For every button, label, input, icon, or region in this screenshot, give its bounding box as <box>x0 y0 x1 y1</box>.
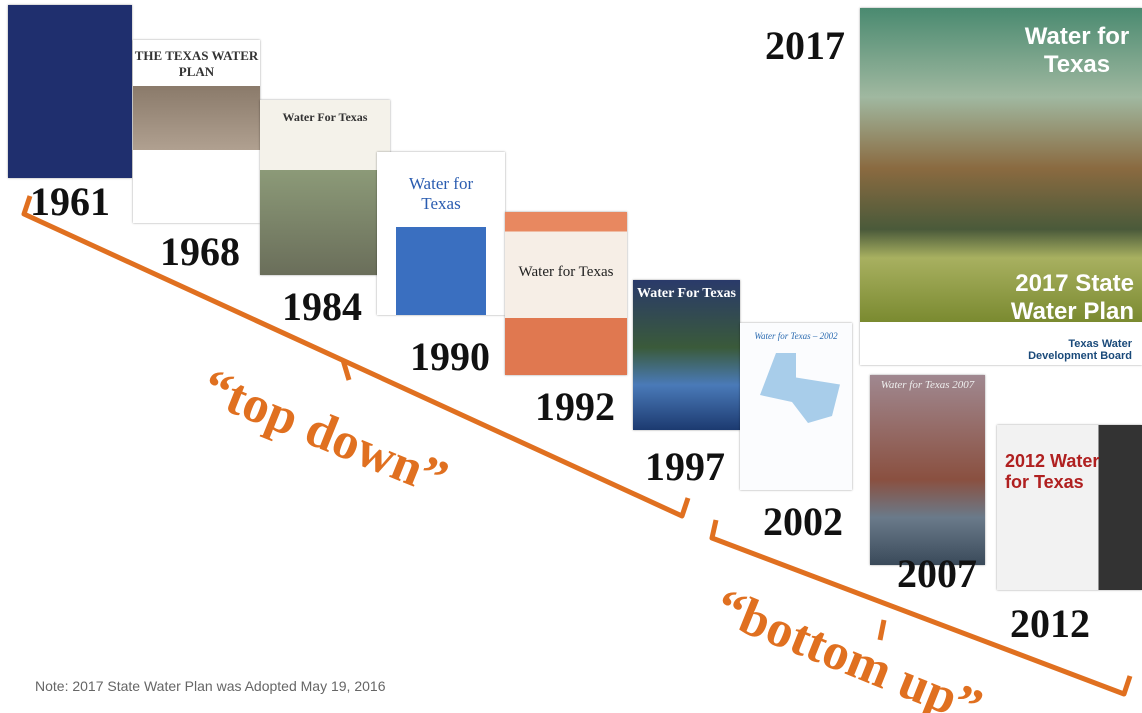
year-label: 1990 <box>410 333 490 380</box>
cover-2007: Water for Texas 2007 <box>870 375 985 565</box>
cover-title: Water for Texas <box>377 174 505 214</box>
cover-subtitle: 2017 State Water Plan <box>984 270 1134 326</box>
cover-publisher: Texas Water Development Board <box>1012 338 1132 362</box>
cover-1984: Water For Texas <box>260 100 390 275</box>
cover-title: Water for Texas 2007 <box>870 379 985 391</box>
slide: THE TEXAS WATER PLAN Water For Texas Wat… <box>0 0 1142 713</box>
year-label: 2012 <box>1010 600 1090 647</box>
year-label: 2017 <box>765 22 845 69</box>
cover-title: Water for Texas <box>1022 23 1132 79</box>
cover-1992: Water for Texas <box>505 212 627 375</box>
cover-2002: Water for Texas – 2002 <box>740 323 852 490</box>
cover-1990: Water for Texas <box>377 152 505 315</box>
cover-title: Water for Texas <box>505 264 627 281</box>
bracket-tick <box>880 620 884 640</box>
cover-1968: THE TEXAS WATER PLAN <box>133 40 260 223</box>
year-label: 1968 <box>160 228 240 275</box>
year-label: 2007 <box>897 550 977 597</box>
cover-2017: Water for Texas 2017 State Water Plan Te… <box>860 8 1142 365</box>
year-label: 1992 <box>535 383 615 430</box>
cover-title: Water for Texas – 2002 <box>740 331 852 341</box>
cover-1961 <box>8 5 132 178</box>
cover-1997: Water For Texas <box>633 280 740 430</box>
cover-title: 2012 Water for Texas <box>1005 451 1105 493</box>
year-label: 1997 <box>645 443 725 490</box>
cover-title: Water For Texas <box>260 110 390 125</box>
cover-title: THE TEXAS WATER PLAN <box>133 48 260 80</box>
cover-title: Water For Texas <box>633 286 740 302</box>
note: Note: 2017 State Water Plan was Adopted … <box>35 678 385 694</box>
year-label: 1984 <box>282 283 362 330</box>
year-label: 1961 <box>30 178 110 225</box>
cover-2012: 2012 Water for Texas <box>997 425 1142 590</box>
year-label: 2002 <box>763 498 843 545</box>
